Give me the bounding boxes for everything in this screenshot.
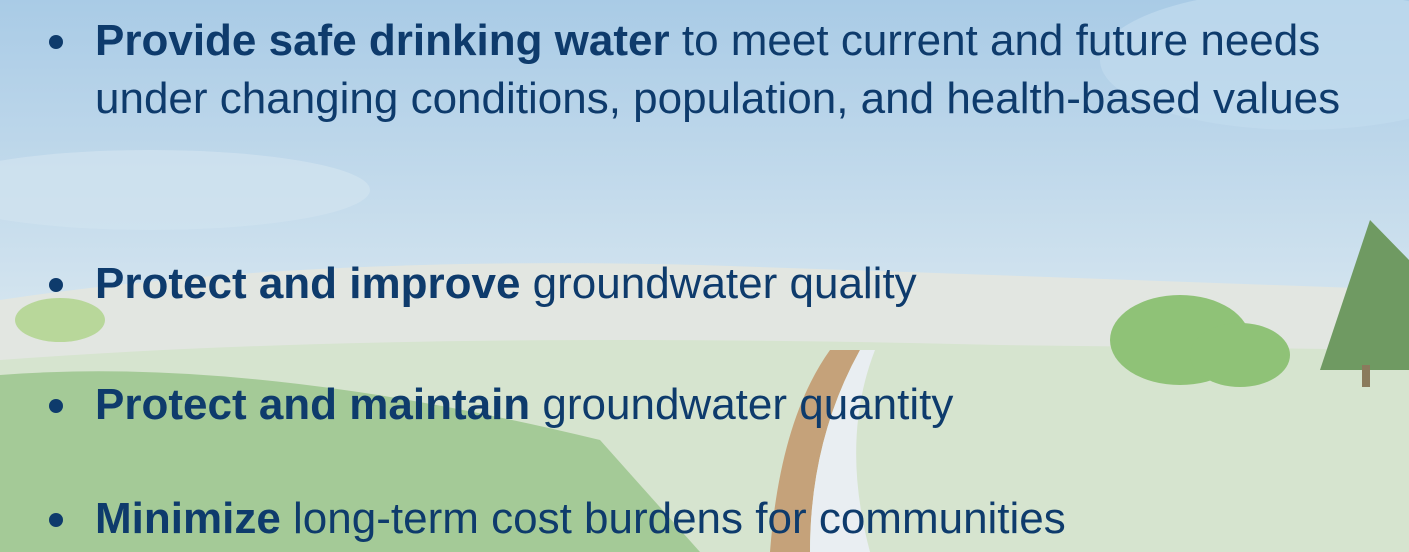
bullet-bold: Minimize <box>95 494 281 543</box>
bullet-bold: Protect and maintain <box>95 380 530 429</box>
bullet: Protect and improve groundwater quality <box>95 255 1395 313</box>
bullet: Provide safe drinking water to meet curr… <box>95 12 1395 128</box>
bullet-text: long-term cost burdens for communities <box>293 494 1066 543</box>
bullet-text: groundwater quantity <box>542 380 953 429</box>
slide: Provide safe drinking water to meet curr… <box>0 0 1409 552</box>
bullet: Minimize long-term cost burdens for comm… <box>95 490 1395 548</box>
bullet-text: groundwater quality <box>533 259 917 308</box>
bullet-bold: Provide safe drinking water <box>95 16 670 65</box>
bullet: Protect and maintain groundwater quantit… <box>95 376 1395 434</box>
bullet-bold: Protect and improve <box>95 259 520 308</box>
